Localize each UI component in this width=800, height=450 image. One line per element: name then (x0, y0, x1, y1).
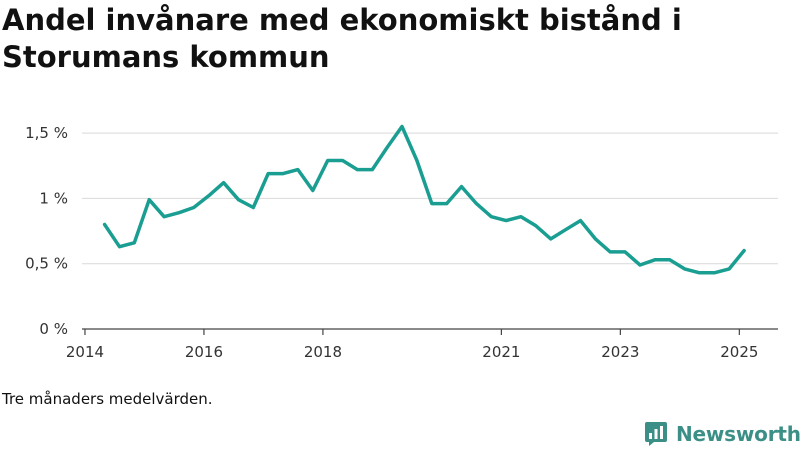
x-tick-label: 2023 (601, 343, 639, 361)
brand-logo[interactable]: Newsworthy (644, 420, 800, 448)
x-tick-label: 2025 (720, 343, 758, 361)
x-axis: 2014 2016 2018 2021 2023 2025 (66, 328, 778, 361)
x-tick-label: 2018 (304, 343, 342, 361)
y-tick-label: 1 % (39, 189, 68, 207)
y-axis: 0 % 0,5 % 1 % 1,5 % (25, 124, 68, 338)
y-tick-label: 0,5 % (25, 255, 68, 273)
x-tick-label: 2014 (66, 343, 104, 361)
newsworthy-logo-icon (645, 422, 667, 446)
footnote: Tre månaders medelvärden. (2, 390, 213, 408)
y-tick-label: 0 % (39, 320, 68, 338)
series-group (102, 124, 746, 275)
x-tick-label: 2016 (185, 343, 223, 361)
y-tick-label: 1,5 % (25, 124, 68, 142)
chart-title: Andel invånare med ekonomiskt bistånd i … (2, 3, 682, 74)
x-tick-label: 2021 (482, 343, 520, 361)
brand-name: Newsworthy (676, 422, 800, 446)
series-line (102, 124, 746, 275)
